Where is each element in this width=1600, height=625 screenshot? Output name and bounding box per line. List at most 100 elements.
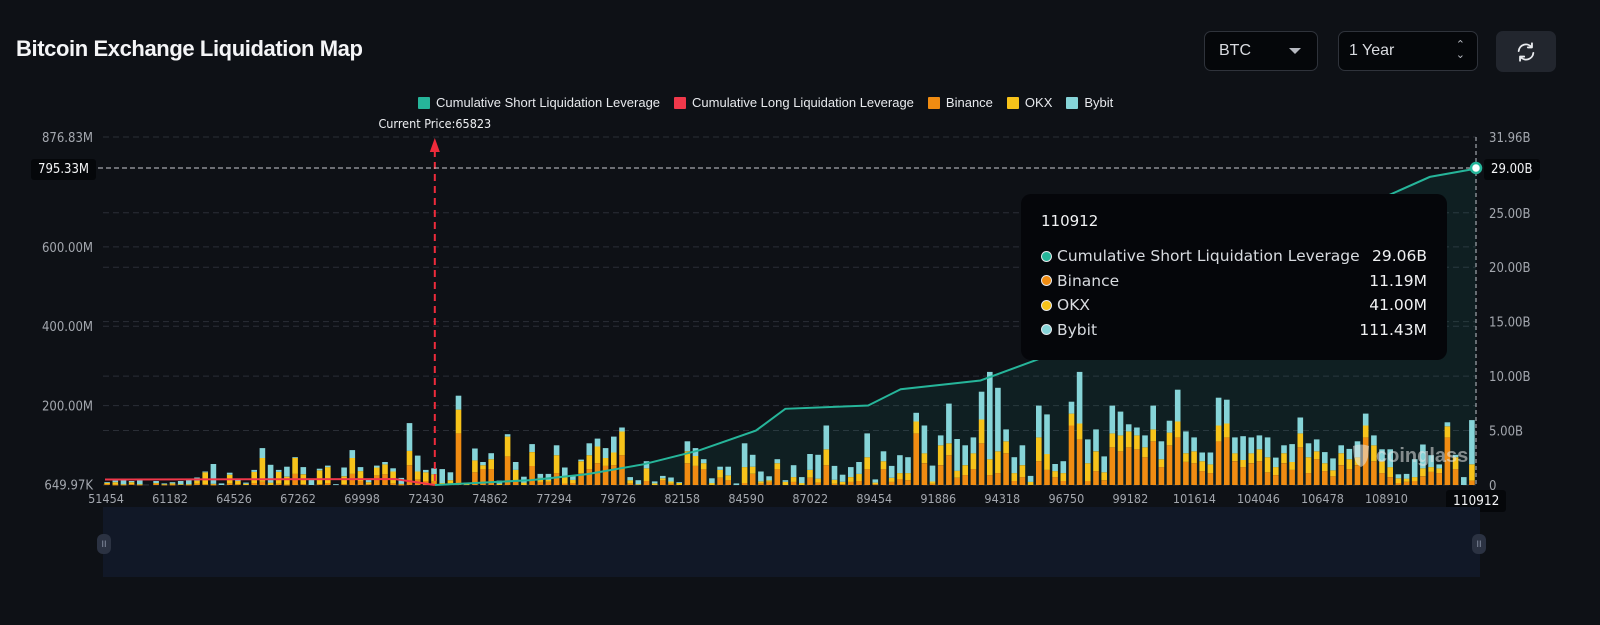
bar-segment-okx [1093, 451, 1099, 472]
bar-segment-bybit [578, 459, 584, 462]
refresh-button[interactable] [1496, 31, 1556, 72]
y-left-tick-label: 200.00M [42, 400, 93, 415]
series-dot-icon [1041, 250, 1052, 262]
x-tick-label: 82158 [664, 491, 700, 506]
zoom-slider-right-handle[interactable]: II [1472, 534, 1486, 554]
bar-segment-bybit [243, 482, 249, 484]
bar-segment-binance [104, 484, 110, 485]
bar-segment-okx [210, 483, 217, 485]
bar-segment-okx [823, 449, 830, 466]
bar-segment-binance [864, 469, 870, 485]
bar-segment-binance [1207, 473, 1214, 485]
legend-swatch [1066, 96, 1079, 109]
x-tick-label: 108910 [1365, 491, 1408, 506]
bar-segment-binance [1215, 441, 1222, 485]
bar-segment-bybit [782, 480, 789, 482]
bar-segment-bybit [480, 462, 486, 466]
cumulative-long-line [104, 478, 435, 486]
bar-segment-okx [1452, 457, 1459, 470]
y-right-tick-label: 5.00B [1489, 425, 1523, 440]
bar-segment-bybit [1395, 474, 1402, 479]
bar-segment-bybit [1387, 449, 1393, 468]
bar-segment-bybit [1207, 452, 1214, 465]
bar-segment-okx [774, 463, 781, 470]
bar-segment-okx [782, 481, 789, 485]
bar-segment-binance [692, 465, 699, 485]
bar-segment-bybit [839, 474, 846, 482]
bar-segment-okx [570, 479, 576, 483]
time-range-select[interactable]: 1 Year ⌃ ⌄ [1338, 31, 1478, 71]
bar-segment-bybit [210, 464, 217, 484]
bar-segment-okx [406, 450, 413, 466]
bar-segment-binance [455, 433, 462, 485]
bar-segment-okx [1158, 459, 1165, 468]
bar-segment-bybit [741, 443, 748, 468]
bar-segment-bybit [1158, 441, 1165, 460]
bar-segment-okx [202, 472, 208, 485]
bar-segment-binance [1109, 447, 1116, 485]
refresh-icon [1517, 41, 1535, 62]
bar-segment-okx [1313, 451, 1320, 460]
bar-segment-okx [292, 458, 298, 474]
bar-segment-okx [684, 451, 691, 464]
bar-segment-binance [1183, 462, 1189, 485]
bar-segment-binance [1191, 463, 1197, 485]
bar-segment-okx [815, 478, 821, 483]
bar-segment-okx [913, 421, 919, 434]
bar-segment-okx [275, 471, 282, 484]
bar-segment-binance [970, 469, 977, 485]
bar-segment-binance [472, 472, 478, 485]
bar-segment-bybit [1240, 436, 1246, 460]
bar-segment-binance [749, 473, 756, 485]
bar-segment-binance [1036, 461, 1042, 485]
x-tick-label: 61182 [152, 491, 188, 506]
bar-segment-bybit [562, 467, 568, 478]
symbol-select[interactable]: BTC [1204, 31, 1318, 71]
bar-segment-okx [1387, 467, 1393, 477]
bar-segment-okx [921, 453, 928, 464]
bar-segment-binance [619, 455, 625, 485]
bar-segment-binance [169, 484, 176, 486]
bar-segment-okx [995, 451, 1001, 474]
bar-segment-binance [1125, 447, 1132, 485]
bar-segment-okx [488, 459, 494, 470]
y-right-tick-label: 31.96B [1489, 131, 1531, 146]
bar-segment-binance [1117, 451, 1124, 485]
bar-segment-okx [1174, 421, 1181, 438]
bar-segment-okx [807, 469, 813, 478]
legend-item-binance[interactable]: Binance [927, 95, 993, 110]
bar-segment-bybit [594, 438, 601, 447]
bar-segment-binance [856, 481, 862, 485]
bar-segment-bybit [1044, 414, 1050, 455]
bar-segment-bybit [1076, 371, 1083, 424]
bar-segment-bybit [643, 461, 650, 469]
legend-swatch [927, 96, 940, 109]
bar-segment-bybit [431, 468, 437, 475]
bar-segment-bybit [749, 454, 756, 467]
legend-item-long[interactable]: Cumulative Long Liquidation Leverage [674, 95, 914, 110]
current-price-arrow-icon [429, 138, 440, 152]
legend-item-short[interactable]: Cumulative Short Liquidation Leverage [418, 95, 660, 110]
bar-segment-bybit [1027, 475, 1034, 482]
bar-segment-binance [1076, 439, 1083, 485]
legend-item-okx[interactable]: OKX [1006, 95, 1052, 110]
zoom-slider-track[interactable] [103, 507, 1480, 577]
bar-segment-binance [1248, 463, 1255, 485]
bar-segment-okx [1256, 449, 1263, 462]
bar-segment-bybit [954, 439, 960, 471]
zoom-slider-left-handle[interactable]: II [97, 534, 111, 554]
bar-segment-binance [226, 483, 233, 485]
bar-segment-binance [758, 483, 764, 485]
bar-segment-okx [153, 483, 159, 484]
bar-segment-bybit [602, 448, 609, 458]
x-axis-crosshair-label: 110912 [1446, 490, 1507, 512]
bar-segment-binance [1174, 437, 1181, 485]
bar-segment-binance [1142, 457, 1148, 485]
bar-segment-okx [1101, 472, 1107, 481]
bar-segment-binance [1256, 461, 1263, 485]
bar-segment-binance [831, 483, 838, 485]
bar-segment-bybit [1273, 457, 1279, 468]
bar-segment-bybit [406, 423, 413, 451]
bar-segment-bybit [1297, 417, 1304, 434]
legend-item-bybit[interactable]: Bybit [1066, 95, 1113, 110]
